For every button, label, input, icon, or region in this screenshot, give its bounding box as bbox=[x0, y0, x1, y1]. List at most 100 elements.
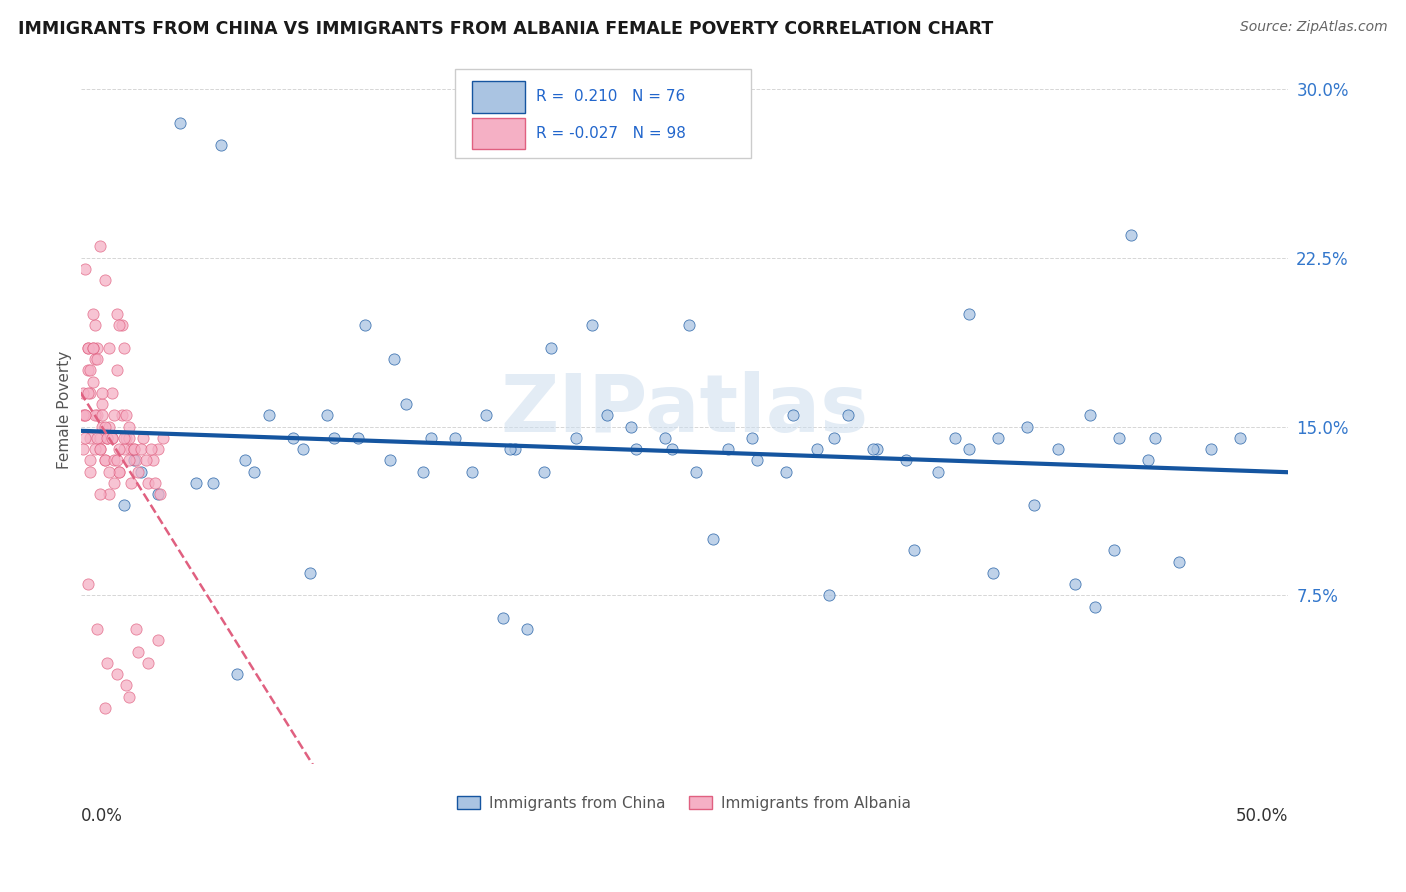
Point bbox=[103, 409, 125, 423]
Text: 0.0%: 0.0% bbox=[80, 807, 122, 825]
Text: R =  0.210   N = 76: R = 0.210 N = 76 bbox=[536, 89, 685, 104]
Point bbox=[75, 409, 97, 423]
Point bbox=[129, 465, 152, 479]
Point bbox=[169, 116, 191, 130]
Point bbox=[82, 341, 104, 355]
Point bbox=[108, 318, 131, 333]
Point bbox=[146, 633, 169, 648]
Point bbox=[782, 409, 804, 423]
Point bbox=[1024, 499, 1046, 513]
Point bbox=[142, 453, 165, 467]
Point bbox=[89, 442, 111, 456]
Point bbox=[125, 622, 148, 636]
Point bbox=[596, 409, 619, 423]
Text: ZIPatlas: ZIPatlas bbox=[501, 371, 869, 449]
Point bbox=[79, 363, 101, 377]
Point bbox=[79, 465, 101, 479]
Point bbox=[93, 453, 115, 467]
Point bbox=[118, 419, 141, 434]
Point bbox=[354, 318, 377, 333]
Point bbox=[96, 656, 118, 670]
Point bbox=[122, 442, 145, 456]
Point bbox=[866, 442, 889, 456]
Point bbox=[76, 341, 98, 355]
Point bbox=[72, 442, 94, 456]
Point bbox=[96, 431, 118, 445]
Point bbox=[103, 453, 125, 467]
Point bbox=[76, 341, 98, 355]
Point bbox=[115, 409, 138, 423]
Point bbox=[79, 431, 101, 445]
Point bbox=[110, 318, 132, 333]
Point bbox=[1136, 453, 1159, 467]
Point bbox=[84, 318, 107, 333]
Point bbox=[281, 431, 304, 445]
Point bbox=[209, 138, 232, 153]
Point bbox=[108, 465, 131, 479]
Point bbox=[118, 453, 141, 467]
Point bbox=[1078, 409, 1101, 423]
Point bbox=[516, 622, 538, 636]
Point bbox=[957, 442, 980, 456]
Text: R = -0.027   N = 98: R = -0.027 N = 98 bbox=[536, 127, 686, 141]
Point bbox=[76, 385, 98, 400]
Point bbox=[76, 363, 98, 377]
Point bbox=[503, 442, 526, 456]
Point bbox=[678, 318, 700, 333]
Point bbox=[91, 397, 114, 411]
Point bbox=[84, 409, 107, 423]
Point bbox=[112, 341, 135, 355]
Point bbox=[460, 465, 482, 479]
Point bbox=[86, 409, 108, 423]
Point bbox=[823, 431, 845, 445]
Point bbox=[957, 307, 980, 321]
Point bbox=[93, 701, 115, 715]
Point bbox=[75, 409, 97, 423]
Point bbox=[443, 431, 465, 445]
Point bbox=[136, 475, 159, 490]
Text: Source: ZipAtlas.com: Source: ZipAtlas.com bbox=[1240, 20, 1388, 34]
Legend: Immigrants from China, Immigrants from Albania: Immigrants from China, Immigrants from A… bbox=[451, 789, 917, 817]
Point bbox=[122, 453, 145, 467]
Point bbox=[533, 465, 555, 479]
Point bbox=[105, 363, 128, 377]
Point bbox=[118, 690, 141, 704]
Point bbox=[103, 475, 125, 490]
Point bbox=[896, 453, 918, 467]
Point bbox=[981, 566, 1004, 580]
Point bbox=[717, 442, 740, 456]
Point bbox=[1047, 442, 1070, 456]
FancyBboxPatch shape bbox=[454, 70, 751, 158]
Point bbox=[745, 453, 768, 467]
Point bbox=[1199, 442, 1222, 456]
Point bbox=[499, 442, 522, 456]
Point bbox=[1229, 431, 1251, 445]
Point bbox=[323, 431, 346, 445]
Point bbox=[98, 341, 121, 355]
Point bbox=[75, 262, 97, 277]
Point bbox=[1102, 543, 1125, 558]
Point bbox=[91, 419, 114, 434]
Point bbox=[135, 453, 157, 467]
Point bbox=[105, 667, 128, 681]
Point bbox=[86, 431, 108, 445]
Point bbox=[91, 385, 114, 400]
Point bbox=[122, 442, 145, 456]
Point bbox=[186, 475, 208, 490]
Point bbox=[943, 431, 966, 445]
Point bbox=[105, 453, 128, 467]
Point bbox=[395, 397, 418, 411]
Text: IMMIGRANTS FROM CHINA VS IMMIGRANTS FROM ALBANIA FEMALE POVERTY CORRELATION CHAR: IMMIGRANTS FROM CHINA VS IMMIGRANTS FROM… bbox=[18, 20, 994, 37]
Point bbox=[661, 442, 683, 456]
Point bbox=[202, 475, 225, 490]
Point bbox=[91, 409, 114, 423]
Point bbox=[112, 431, 135, 445]
Point bbox=[82, 375, 104, 389]
Point bbox=[987, 431, 1010, 445]
Point bbox=[72, 385, 94, 400]
Point bbox=[89, 487, 111, 501]
Point bbox=[98, 465, 121, 479]
Point bbox=[564, 431, 586, 445]
Point bbox=[702, 532, 724, 546]
Point bbox=[101, 431, 124, 445]
